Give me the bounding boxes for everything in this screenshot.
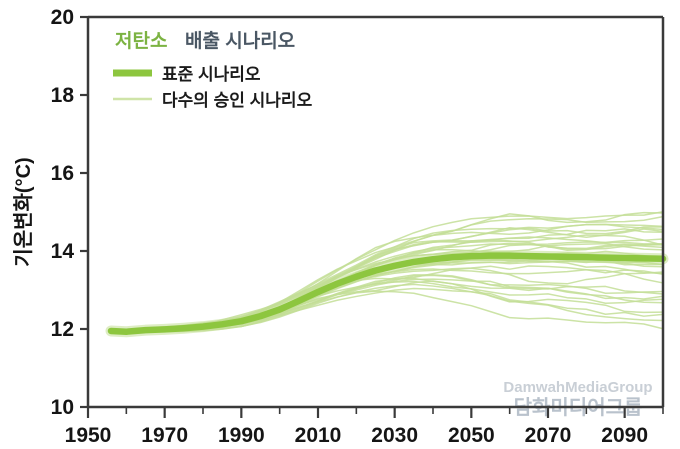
x-tick-label: 2030 [371, 424, 418, 447]
watermark-latin-text: DamwahMediaGroup [503, 379, 652, 396]
legend-label-ensemble: 다수의 승인 시나리오 [162, 91, 313, 110]
legend: 표준 시나리오 다수의 승인 시나리오 [113, 65, 313, 110]
axes-frame [86, 15, 665, 409]
x-tick-label: 1950 [65, 424, 112, 447]
page-title-green: 저탄소 [115, 30, 167, 52]
standard-scenario-line [105, 250, 669, 338]
plot-background [88, 17, 663, 407]
y-tick-label: 10 [51, 396, 74, 419]
x-tick-label: 2010 [295, 424, 342, 447]
x-axis-ticks: 1950 1970 1990 2010 2030 2050 2070 2090 [65, 407, 664, 447]
y-tick-label: 12 [51, 318, 74, 341]
page-title-dark: 배출 시나리오 [185, 30, 295, 52]
standard-scenario-mean-line [107, 252, 667, 335]
y-tick-label: 14 [51, 240, 75, 263]
x-tick-label: 2090 [601, 424, 648, 447]
watermark: DamwahMediaGroup 담화미디어그룹 [503, 379, 652, 419]
x-tick-label: 2050 [448, 424, 495, 447]
y-tick-label: 18 [51, 84, 75, 107]
y-axis-label: 기온변화(°C) [12, 157, 35, 266]
legend-label-standard: 표준 시나리오 [162, 65, 261, 84]
y-tick-label: 20 [51, 6, 74, 29]
y-tick-label: 16 [51, 162, 74, 185]
chart-title: 저탄소 배출 시나리오 [115, 30, 295, 52]
x-tick-label: 1970 [141, 424, 188, 447]
x-tick-label: 1990 [218, 424, 265, 447]
y-axis-ticks: 10 12 14 16 18 20 [51, 6, 88, 419]
x-tick-label: 2070 [525, 424, 572, 447]
